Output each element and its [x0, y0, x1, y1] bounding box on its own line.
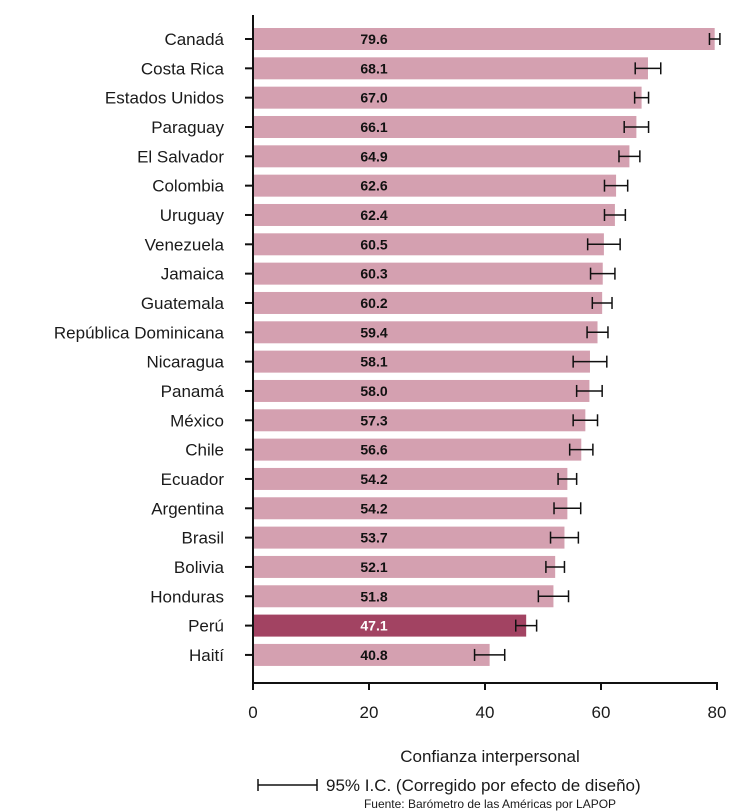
category-label-2: Estados Unidos [105, 89, 224, 108]
bar-5 [253, 174, 617, 197]
value-label-0: 79.6 [360, 31, 387, 47]
x-tick-label-4: 80 [708, 703, 727, 722]
x-tick-label-2: 40 [476, 703, 495, 722]
bar-10 [253, 321, 598, 344]
category-label-1: Costa Rica [141, 59, 225, 78]
value-label-2: 67.0 [360, 90, 387, 106]
x-tick-label-0: 0 [248, 703, 257, 722]
bar-8 [253, 262, 603, 285]
x-tick-label-3: 60 [592, 703, 611, 722]
bar-14 [253, 438, 582, 461]
category-label-13: México [170, 411, 224, 430]
value-labels: 79.6 68.1 67.0 66.1 64.9 62.6 62.4 60.5 60.3 60.2… [360, 31, 387, 663]
category-label-4: El Salvador [137, 147, 224, 166]
bar-3 [253, 115, 637, 138]
error-bars-group [473, 33, 721, 661]
value-label-18: 52.1 [360, 559, 387, 575]
value-label-14: 56.6 [360, 442, 387, 458]
bars-group [253, 28, 715, 666]
category-label-17: Brasil [181, 529, 224, 548]
source-note: Fuente: Barómetro de las Américas por LA… [364, 797, 616, 811]
value-label-1: 68.1 [360, 60, 387, 76]
bar-0 [253, 28, 715, 50]
value-label-8: 60.3 [360, 266, 387, 282]
category-label-19: Honduras [150, 587, 224, 606]
category-label-12: Panamá [161, 382, 225, 401]
category-label-0: Canadá [164, 30, 224, 49]
bar-12 [253, 379, 590, 402]
bar-9 [253, 291, 603, 314]
x-ticks: 0 20 40 60 80 [248, 683, 726, 722]
value-label-15: 54.2 [360, 471, 387, 487]
category-label-6: Uruguay [160, 206, 225, 225]
category-label-5: Colombia [152, 177, 224, 196]
x-tick-label-1: 20 [360, 703, 379, 722]
category-label-14: Chile [185, 441, 224, 460]
value-label-19: 51.8 [360, 588, 387, 604]
value-label-6: 62.4 [360, 207, 387, 223]
bar-13 [253, 409, 586, 432]
bar-20 [253, 614, 527, 637]
value-label-21: 40.8 [360, 647, 387, 663]
category-labels: Canadá Costa Rica Estados Unidos Paraguay El… [54, 30, 253, 665]
value-label-3: 66.1 [360, 119, 387, 135]
bar-19 [253, 585, 554, 608]
legend: 95% I.C. (Corregido por efecto de diseño… [257, 776, 641, 795]
axes [252, 15, 718, 684]
category-label-16: Argentina [151, 499, 224, 518]
value-label-17: 53.7 [360, 530, 387, 546]
category-label-7: Venezuela [145, 235, 225, 254]
legend-label: 95% I.C. (Corregido por efecto de diseño… [326, 776, 641, 795]
bar-1 [253, 57, 648, 80]
bar-16 [253, 497, 568, 520]
value-label-13: 57.3 [360, 412, 387, 428]
category-label-21: Haití [189, 646, 224, 665]
value-label-7: 60.5 [360, 236, 387, 252]
value-label-9: 60.2 [360, 295, 387, 311]
value-label-5: 62.6 [360, 178, 387, 194]
value-label-20: 47.1 [360, 618, 387, 634]
bar-4 [253, 145, 630, 168]
category-label-8: Jamaica [161, 265, 225, 284]
category-label-9: Guatemala [141, 294, 225, 313]
bar-6 [253, 203, 615, 226]
category-label-10: República Dominicana [54, 323, 225, 342]
bar-15 [253, 467, 568, 490]
value-label-11: 58.1 [360, 354, 387, 370]
bar-11 [253, 350, 590, 373]
bar-18 [253, 555, 556, 578]
value-label-4: 64.9 [360, 148, 387, 164]
category-label-18: Bolivia [174, 558, 225, 577]
value-label-16: 54.2 [360, 500, 387, 516]
category-label-20: Perú [188, 617, 224, 636]
value-label-10: 59.4 [360, 324, 387, 340]
value-label-12: 58.0 [360, 383, 387, 399]
bar-2 [253, 86, 642, 109]
category-label-15: Ecuador [161, 470, 225, 489]
category-label-11: Nicaragua [147, 353, 225, 372]
bar-7 [253, 233, 604, 256]
bar-21 [253, 643, 490, 666]
category-label-3: Paraguay [151, 118, 224, 137]
x-axis-title: Confianza interpersonal [400, 747, 580, 766]
bar-17 [253, 526, 565, 549]
